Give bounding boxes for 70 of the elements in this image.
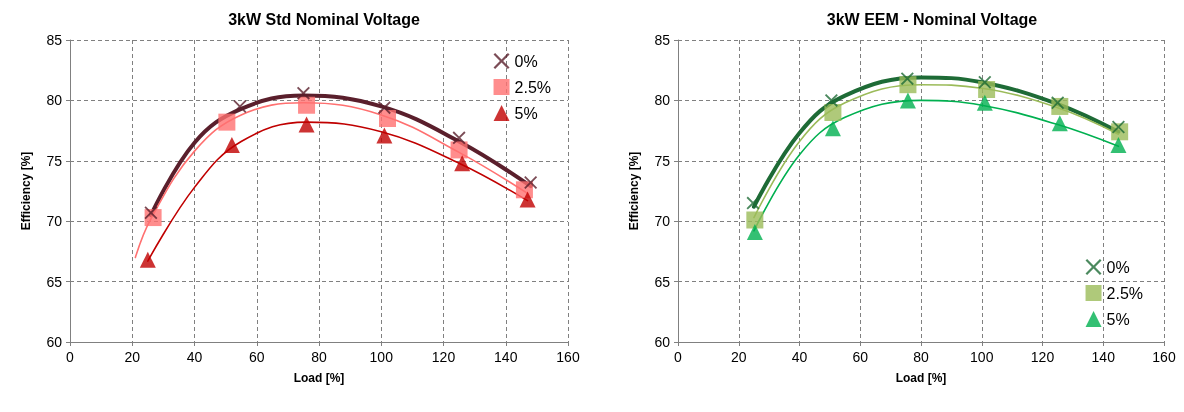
y-tick-label: 85: [654, 32, 671, 48]
y-tick-label: 60: [46, 334, 63, 350]
point: [376, 127, 393, 144]
y-tick-label: 65: [654, 273, 671, 290]
point: [746, 211, 764, 229]
x-tick-label: 60: [852, 349, 869, 365]
y-axis-title: Efficiency [%]: [627, 151, 641, 231]
point: [978, 75, 992, 89]
point: [900, 72, 914, 86]
point: [1051, 115, 1068, 132]
x-tick-label: 20: [730, 349, 747, 365]
x-tick-label: 100: [369, 349, 394, 365]
point: [746, 224, 763, 241]
y-tick-label: 75: [46, 152, 63, 169]
point: [139, 251, 156, 268]
chart-title: 3kW Std Nominal Voltage: [228, 10, 420, 28]
x-tick-label: 0: [66, 349, 75, 365]
point: [378, 110, 396, 128]
point: [524, 176, 538, 190]
point: [454, 155, 471, 172]
point: [824, 103, 842, 121]
point: [452, 131, 466, 145]
x-tick-label: 80: [311, 349, 327, 365]
x-tick-label: 160: [1152, 349, 1176, 365]
y-tick-label: 80: [46, 92, 63, 109]
x-tick-label: 120: [431, 349, 456, 365]
point: [223, 137, 240, 154]
x-tick-label: 40: [186, 349, 203, 365]
y-tick-label: 70: [46, 213, 63, 230]
point: [899, 92, 916, 109]
legend-label: 0%: [1106, 258, 1130, 276]
point: [298, 96, 316, 114]
point: [1051, 96, 1065, 110]
x-tick-label: 120: [1030, 349, 1055, 365]
point: [144, 206, 158, 220]
point: [450, 141, 468, 159]
legend-label: 5%: [514, 104, 538, 122]
y-tick-label: 70: [654, 213, 671, 230]
point: [976, 94, 993, 111]
x-tick-label: 160: [556, 349, 580, 365]
point: [298, 116, 315, 133]
point: [824, 93, 838, 107]
x-tick-label: 20: [124, 349, 141, 365]
point: [296, 86, 310, 100]
legend-label: 0%: [514, 52, 538, 70]
x-tick-label: 60: [248, 349, 265, 365]
point: [1110, 137, 1127, 154]
y-tick-label: 75: [654, 152, 671, 169]
chart-title: 3kW EEM - Nominal Voltage: [826, 10, 1038, 28]
y-tick-label: 60: [654, 334, 671, 350]
y-tick-label: 80: [654, 92, 671, 109]
y-tick-label: 65: [46, 273, 63, 290]
y-tick-label: 85: [46, 32, 63, 48]
x-tick-label: 100: [970, 349, 994, 365]
x-tick-label: 80: [913, 349, 929, 365]
point: [824, 120, 841, 137]
point: [377, 101, 391, 115]
point: [218, 113, 236, 131]
x-tick-label: 140: [494, 349, 518, 365]
y-axis-title: Efficiency [%]: [19, 151, 33, 231]
legend-label: 2.5%: [514, 78, 551, 96]
x-axis-title: Load [%]: [293, 371, 345, 385]
x-tick-label: 0: [674, 349, 683, 365]
point: [519, 191, 536, 208]
x-axis-title: Load [%]: [895, 371, 947, 385]
point: [746, 196, 760, 210]
legend-label: 2.5%: [1106, 284, 1143, 302]
legend-label: 5%: [1106, 310, 1130, 328]
x-tick-label: 40: [791, 349, 808, 365]
x-tick-label: 140: [1091, 349, 1116, 365]
